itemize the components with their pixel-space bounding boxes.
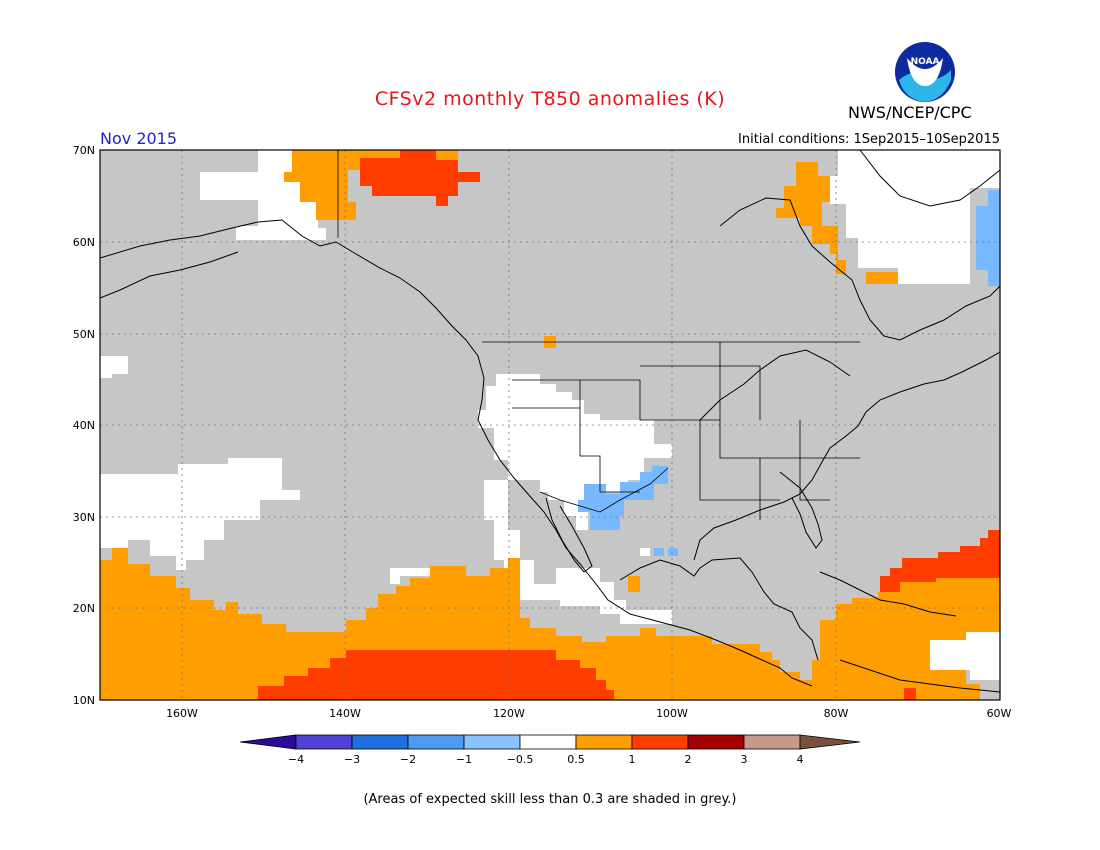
colorbar-swatch [687, 734, 745, 750]
graticule [100, 150, 1000, 700]
lat-label: 10N [73, 694, 95, 707]
agency-label: NWS/NCEP/CPC [848, 103, 972, 122]
lat-label: 40N [73, 419, 95, 432]
colorbar-swatch [407, 734, 465, 750]
lon-label: 80W [824, 707, 849, 720]
colorbar-labels: −4 −3 −2 −1 −0.5 0.5 1 2 3 4 [288, 753, 804, 766]
map-frame [99, 149, 1001, 701]
colorbar-swatch [743, 734, 801, 750]
colorbar-swatch [631, 734, 689, 750]
colorbar-swatch [463, 734, 521, 750]
colorbar-label: 3 [741, 753, 748, 766]
forecast-month: Nov 2015 [100, 129, 178, 148]
warm-anomaly-regions [100, 150, 1000, 700]
colorbar-swatch [519, 734, 577, 750]
lat-label: 20N [73, 602, 95, 615]
colorbar-swatch [295, 734, 353, 750]
latitude-labels: 70N 60N 50N 40N 30N 20N 10N [73, 144, 95, 707]
colorbar-label: 0.5 [567, 753, 585, 766]
colorbar-swatch [575, 734, 633, 750]
colorbar-label: −1 [456, 753, 472, 766]
colorbar-label: −2 [400, 753, 416, 766]
lat-label: 70N [73, 144, 95, 157]
lat-label: 30N [73, 511, 95, 524]
colorbar-arrow-low [239, 734, 297, 750]
lon-label: 100W [656, 707, 688, 720]
noaa-logo-text: NOAA [911, 57, 940, 67]
colorbar-arrow-high [799, 734, 861, 750]
colorbar-label: −4 [288, 753, 304, 766]
lon-label: 140W [329, 707, 361, 720]
colorbar-label: −0.5 [507, 753, 534, 766]
lon-label: 160W [166, 707, 198, 720]
colorbar-swatch [351, 734, 409, 750]
lon-label: 60W [987, 707, 1012, 720]
lon-label: 120W [493, 707, 525, 720]
coastlines [100, 150, 1000, 693]
lat-label: 50N [73, 328, 95, 341]
colorbar [239, 734, 861, 750]
colorbar-label: 4 [797, 753, 804, 766]
colorbar-label: 1 [629, 753, 636, 766]
map-title: CFSv2 monthly T850 anomalies (K) [374, 88, 726, 110]
strong-warm-anomaly-regions [258, 150, 1000, 700]
political-borders [337, 150, 860, 520]
initial-conditions: Initial conditions: 1Sep2015–10Sep2015 [738, 132, 1000, 147]
longitude-labels: 160W 140W 120W 100W 80W 60W [166, 707, 1011, 720]
lat-label: 60N [73, 236, 95, 249]
colorbar-label: 2 [685, 753, 692, 766]
skill-footnote: (Areas of expected skill less than 0.3 a… [363, 792, 737, 807]
colorbar-label: −3 [344, 753, 360, 766]
noaa-logo: NOAA [895, 42, 955, 102]
